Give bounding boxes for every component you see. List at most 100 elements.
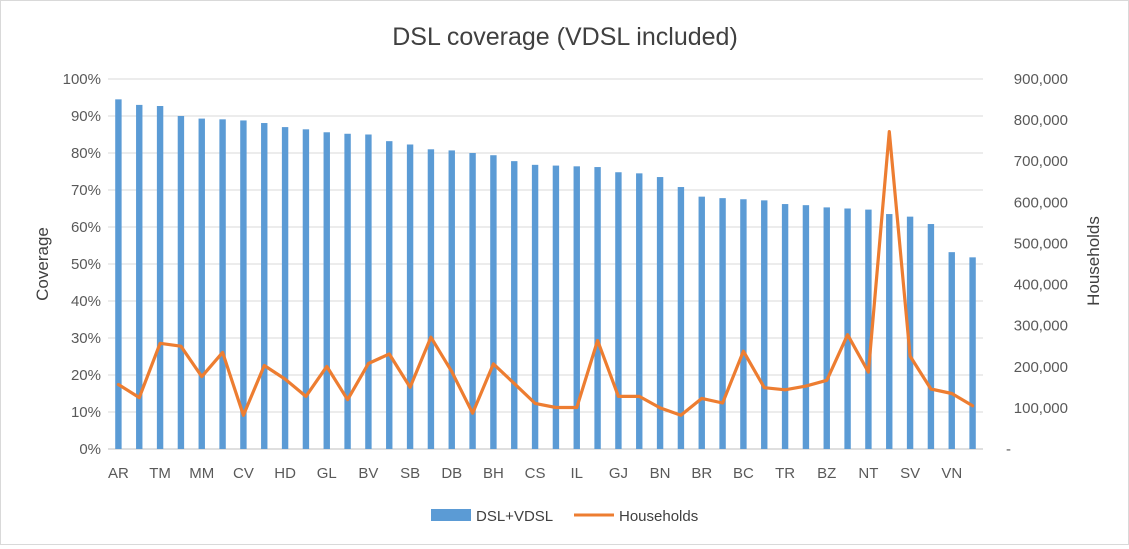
- bar: [802, 205, 810, 449]
- bar: [406, 144, 414, 450]
- bar: [823, 207, 830, 449]
- y2-tick-label: 900,000: [1014, 71, 1068, 88]
- legend-swatch-bars: [431, 509, 471, 521]
- y-axis-title-left: Coverage: [33, 227, 52, 301]
- y2-tick-label: 200,000: [1014, 359, 1068, 376]
- bar: [490, 155, 497, 449]
- x-tick-label: VN: [941, 465, 962, 482]
- legend-label-line: Households: [619, 508, 698, 525]
- x-tick-label: TM: [149, 465, 171, 482]
- bar: [719, 198, 726, 449]
- y-tick-label: 20%: [71, 367, 101, 384]
- households-line: [116, 130, 975, 417]
- bar: [865, 209, 872, 449]
- bar: [156, 106, 164, 449]
- bar: [677, 187, 685, 450]
- bar: [948, 252, 955, 449]
- y-axis-right: - 100,000 200,000 300,000 400,000 500,000 600,…: [1006, 71, 1068, 458]
- bar: [261, 123, 268, 449]
- bar: [531, 164, 539, 449]
- chart-title: DSL coverage (VDSL included): [392, 23, 738, 51]
- y-tick-label: 30%: [71, 330, 101, 347]
- bar: [844, 208, 851, 449]
- y2-tick-label: 800,000: [1014, 112, 1068, 129]
- x-tick-label: GJ: [609, 465, 628, 482]
- legend: DSL+VDSL Households: [431, 508, 698, 525]
- x-tick-label: TR: [775, 465, 795, 482]
- x-tick-label: DB: [441, 465, 462, 482]
- bar: [511, 161, 518, 449]
- bar: [552, 165, 560, 449]
- x-tick-label: HD: [274, 465, 296, 482]
- y-tick-label: 70%: [71, 182, 101, 199]
- bar: [698, 196, 705, 449]
- bar: [344, 133, 351, 449]
- x-tick-label: IL: [570, 465, 583, 482]
- bar: [636, 173, 643, 449]
- bar: [302, 129, 310, 449]
- y2-tick-label: 300,000: [1014, 318, 1068, 335]
- y-axis-title-right: Households: [1084, 216, 1103, 306]
- bar: [177, 116, 185, 449]
- x-tick-label: BH: [483, 465, 504, 482]
- bar: [386, 141, 393, 449]
- bar: [219, 119, 226, 449]
- bar: [761, 200, 768, 449]
- legend-label-bars: DSL+VDSL: [476, 508, 553, 525]
- y2-tick-label: -: [1006, 441, 1011, 458]
- y-tick-label: 40%: [71, 293, 101, 310]
- y-tick-label: 0%: [79, 441, 101, 458]
- x-tick-label: BZ: [817, 465, 836, 482]
- gridlines: [108, 78, 983, 450]
- y-tick-label: 80%: [71, 145, 101, 162]
- x-tick-label: NT: [858, 465, 878, 482]
- x-axis: AR TM MM CV HD GL BV SB DB BH CS IL GJ BN BR BC TR BZ NT SV…: [108, 465, 962, 482]
- y2-tick-label: 500,000: [1014, 235, 1068, 252]
- bar: [906, 216, 914, 449]
- x-tick-label: GL: [317, 465, 337, 482]
- x-tick-label: BR: [691, 465, 712, 482]
- bar: [281, 127, 289, 449]
- bar: [594, 167, 601, 449]
- y2-tick-label: 400,000: [1014, 277, 1068, 294]
- y-tick-label: 60%: [71, 219, 101, 236]
- y-tick-label: 90%: [71, 108, 101, 125]
- x-tick-label: BV: [358, 465, 378, 482]
- bar: [656, 177, 664, 450]
- bar: [427, 149, 435, 450]
- x-tick-label: CS: [525, 465, 546, 482]
- y2-tick-label: 700,000: [1014, 153, 1068, 170]
- bar: [615, 172, 622, 450]
- bar: [323, 132, 330, 449]
- bar: [969, 257, 976, 449]
- y-axis-left: 0% 10% 20% 30% 40% 50% 60% 70% 80% 90% 100%: [63, 71, 101, 458]
- bar: [198, 118, 205, 449]
- x-tick-label: SV: [900, 465, 920, 482]
- x-tick-label: AR: [108, 465, 129, 482]
- bar: [136, 104, 143, 450]
- line-series: [116, 130, 975, 417]
- x-tick-label: BN: [650, 465, 671, 482]
- y-tick-label: 10%: [71, 404, 101, 421]
- x-tick-label: SB: [400, 465, 420, 482]
- bar: [469, 153, 476, 449]
- bar: [573, 166, 580, 449]
- bar: [886, 214, 893, 449]
- bar: [240, 120, 247, 449]
- bar: [927, 224, 935, 449]
- y2-tick-label: 600,000: [1014, 194, 1068, 211]
- bar: [448, 150, 455, 449]
- x-tick-label: BC: [733, 465, 754, 482]
- bar: [115, 99, 122, 449]
- y-tick-label: 50%: [71, 256, 101, 273]
- bar-series: [115, 99, 976, 450]
- bar: [740, 199, 747, 449]
- x-tick-label: MM: [189, 465, 214, 482]
- x-tick-label: CV: [233, 465, 254, 482]
- y2-tick-label: 100,000: [1014, 400, 1068, 417]
- bar: [781, 204, 789, 449]
- y-tick-label: 100%: [63, 71, 101, 88]
- bar: [365, 134, 372, 449]
